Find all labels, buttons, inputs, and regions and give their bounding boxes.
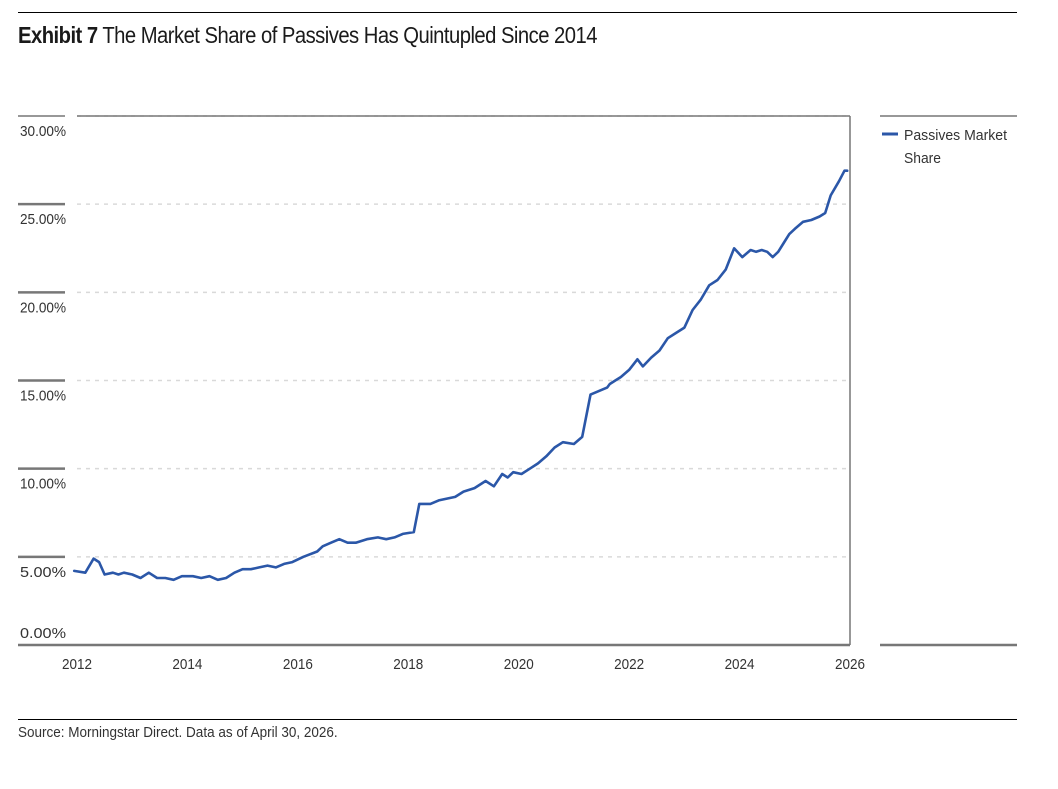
- y-tick-label: 30.00%: [20, 123, 66, 140]
- y-tick-label: 25.00%: [20, 211, 66, 228]
- x-tick-label: 2016: [283, 656, 313, 673]
- exhibit-label: Exhibit 7: [18, 22, 98, 48]
- x-tick-label: 2018: [393, 656, 423, 673]
- y-tick-label: 20.00%: [20, 299, 66, 316]
- x-tick-label: 2020: [504, 656, 534, 673]
- x-tick-label: 2026: [835, 656, 865, 673]
- x-tick-label: 2022: [614, 656, 644, 673]
- y-tick-label: 15.00%: [20, 388, 66, 405]
- top-rule: [18, 12, 1017, 13]
- x-tick-label: 2012: [62, 656, 92, 673]
- source-rule: [18, 719, 1017, 720]
- y-tick-label: 10.00%: [20, 476, 66, 493]
- legend-label: Share: [904, 150, 941, 167]
- series-line: [72, 169, 849, 582]
- x-tick-label: 2014: [172, 656, 202, 673]
- y-tick-label: 0.00%: [20, 625, 66, 642]
- source-note: Source: Morningstar Direct. Data as of A…: [18, 724, 338, 741]
- chart-title: Exhibit 7 The Market Share of Passives H…: [18, 22, 597, 49]
- x-tick-label: 2024: [725, 656, 755, 673]
- y-tick-label: 5.00%: [20, 564, 66, 581]
- legend-label: Passives Market: [904, 127, 1008, 144]
- title-text: The Market Share of Passives Has Quintup…: [102, 22, 597, 48]
